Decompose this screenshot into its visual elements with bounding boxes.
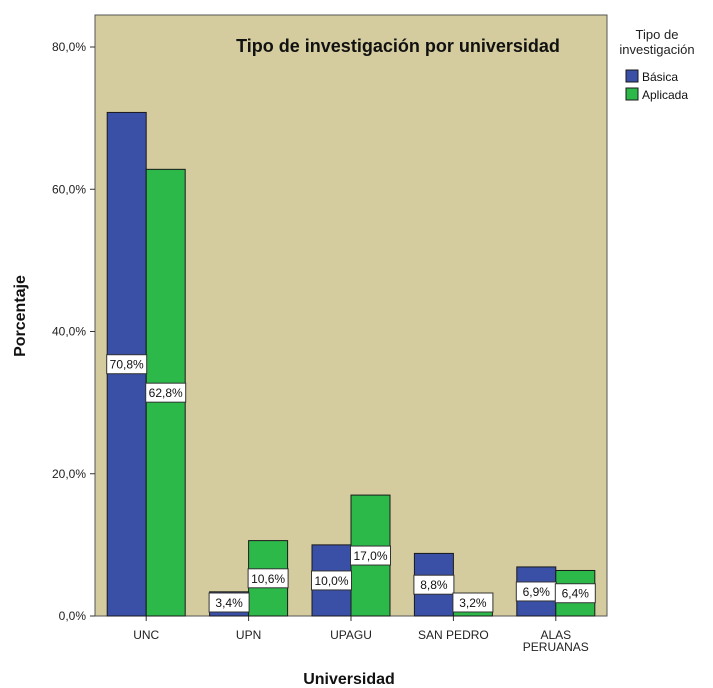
x-tick-label: UPAGU xyxy=(330,628,372,642)
data-label: 70,8% xyxy=(110,358,144,372)
legend-swatch-basica xyxy=(626,70,638,82)
data-label: 10,0% xyxy=(314,574,348,588)
chart-title: Tipo de investigación por universidad xyxy=(236,36,560,56)
data-label: 6,4% xyxy=(562,587,590,601)
y-tick-label: 0,0% xyxy=(59,609,87,623)
x-tick-label: ALAS PERUANAS xyxy=(523,628,589,654)
legend-label: Básica xyxy=(642,70,678,84)
legend-title: investigación xyxy=(619,42,694,57)
data-label: 62,8% xyxy=(149,386,183,400)
data-label: 6,9% xyxy=(523,585,551,599)
x-axis-title: Universidad xyxy=(303,671,395,688)
data-label: 3,2% xyxy=(459,596,487,610)
x-axis: UNC UPN UPAGU SAN PEDRO ALAS PERUANAS xyxy=(133,616,589,654)
data-label: 3,4% xyxy=(215,596,243,610)
y-tick-label: 20,0% xyxy=(52,467,86,481)
y-tick-label: 40,0% xyxy=(52,325,86,339)
y-axis-title: Porcentaje xyxy=(12,275,29,357)
x-tick-label: SAN PEDRO xyxy=(418,628,489,642)
data-label: 8,8% xyxy=(420,578,448,592)
x-tick-label: UNC xyxy=(133,628,159,642)
data-label: 17,0% xyxy=(353,549,387,563)
y-tick-label: 80,0% xyxy=(52,40,86,54)
legend-label: Aplicada xyxy=(642,88,688,102)
legend-swatch-aplicada xyxy=(626,88,638,100)
x-tick-label: UPN xyxy=(236,628,261,642)
y-tick-label: 60,0% xyxy=(52,182,86,196)
y-axis: 0,0% 20,0% 40,0% 60,0% 80,0% xyxy=(52,40,95,623)
data-label: 10,6% xyxy=(251,572,285,586)
legend-title: Tipo de xyxy=(636,27,679,42)
